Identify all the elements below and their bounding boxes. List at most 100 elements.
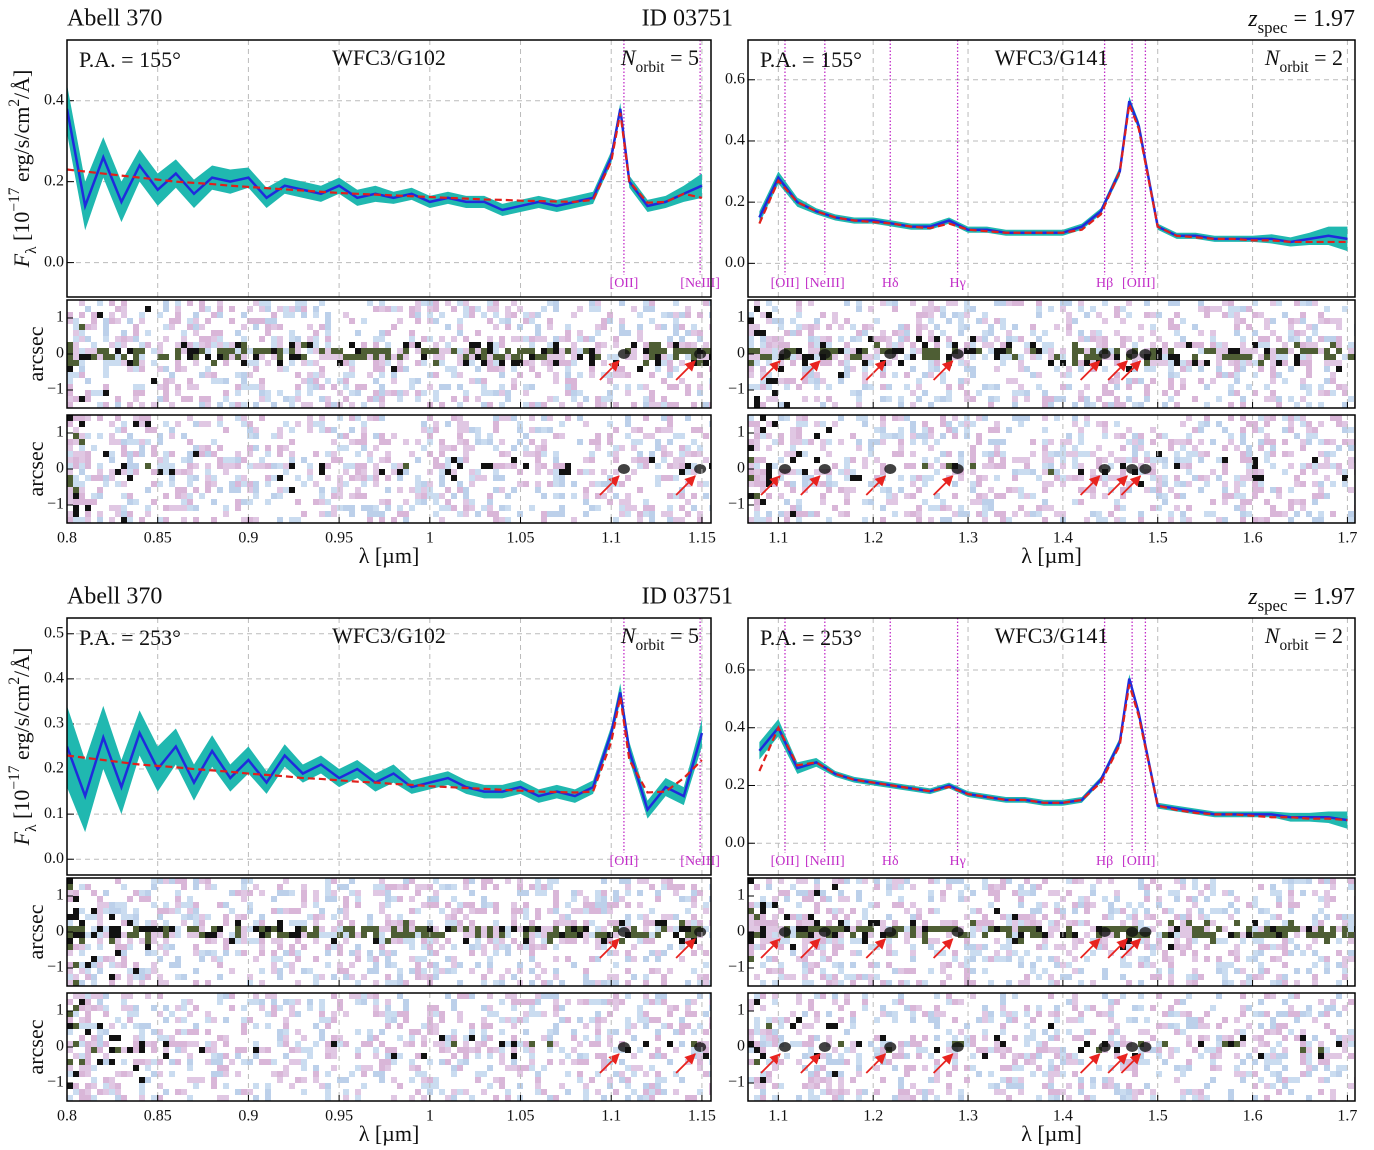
pixel	[97, 1047, 103, 1053]
pixel	[583, 396, 589, 402]
pixel	[529, 1005, 535, 1011]
pixel	[1084, 360, 1090, 366]
pixel	[283, 421, 289, 427]
pixel	[409, 1065, 415, 1071]
pixel	[151, 348, 157, 354]
pixel	[613, 402, 619, 408]
pixel	[808, 439, 814, 445]
pixel	[181, 1089, 187, 1095]
pixel	[916, 336, 922, 342]
pixel	[760, 354, 766, 360]
pixel	[85, 354, 91, 360]
pixel	[850, 487, 856, 493]
pixel	[355, 950, 361, 956]
pixel	[481, 1041, 487, 1047]
pixel	[553, 968, 559, 974]
pixel	[1078, 390, 1084, 396]
pixel	[493, 421, 499, 427]
pixel	[1168, 439, 1174, 445]
pixel	[1240, 505, 1246, 511]
pixel	[1318, 493, 1324, 499]
pixel	[67, 342, 73, 348]
pixel	[379, 360, 385, 366]
pixel	[487, 902, 493, 908]
pixel	[601, 318, 607, 324]
pixel	[1078, 427, 1084, 433]
pixel	[277, 336, 283, 342]
pixel	[211, 1059, 217, 1065]
pixel	[391, 378, 397, 384]
pixel	[415, 312, 421, 318]
pixel	[595, 1023, 601, 1029]
pixel	[703, 980, 709, 986]
pixel	[79, 481, 85, 487]
pixel	[940, 463, 946, 469]
pixel	[916, 324, 922, 330]
pixel	[163, 306, 169, 312]
pixel	[1318, 312, 1324, 318]
pixel	[1240, 336, 1246, 342]
pixel	[880, 396, 886, 402]
pixel	[637, 511, 643, 517]
pixel	[1120, 457, 1126, 463]
pixel	[904, 511, 910, 517]
pixel	[463, 1041, 469, 1047]
pixel	[361, 384, 367, 390]
pixel	[601, 980, 607, 986]
pixel	[667, 421, 673, 427]
pixel	[343, 312, 349, 318]
pixel	[439, 1035, 445, 1041]
pixel	[433, 348, 439, 354]
pixel	[673, 384, 679, 390]
pixel	[904, 415, 910, 421]
pixel	[361, 926, 367, 932]
pixel	[253, 493, 259, 499]
pixel	[163, 493, 169, 499]
pixel	[367, 517, 373, 523]
pixel	[517, 469, 523, 475]
pixel	[505, 505, 511, 511]
pixel	[331, 926, 337, 932]
pixel	[1336, 348, 1342, 354]
pixel	[247, 938, 253, 944]
pixel	[511, 463, 517, 469]
y-axis-label-part: F	[9, 253, 34, 268]
pixel	[199, 1077, 205, 1083]
pixel	[67, 445, 73, 451]
pixel	[661, 974, 667, 980]
pixel	[97, 1029, 103, 1035]
pixel	[337, 962, 343, 968]
pixel	[904, 324, 910, 330]
pixel	[1054, 366, 1060, 372]
pixel	[1054, 324, 1060, 330]
pixel	[685, 511, 691, 517]
pixel	[193, 517, 199, 523]
pixel	[637, 932, 643, 938]
pixel	[547, 348, 553, 354]
pixel	[850, 390, 856, 396]
pixel	[1192, 451, 1198, 457]
pixel	[403, 439, 409, 445]
pixel	[265, 300, 271, 306]
pixel	[1312, 342, 1318, 348]
pixel	[511, 1059, 517, 1065]
error-band	[67, 85, 702, 231]
y-tick-label: 0	[56, 460, 64, 477]
pixel	[361, 974, 367, 980]
pixel	[994, 475, 1000, 481]
pixel	[229, 1005, 235, 1011]
pixel	[1306, 433, 1312, 439]
pixel	[73, 318, 79, 324]
pixel	[655, 366, 661, 372]
pixel	[1078, 348, 1084, 354]
pixel	[856, 348, 862, 354]
pixel	[1330, 439, 1336, 445]
pixel	[559, 433, 565, 439]
pixel	[451, 962, 457, 968]
position-angle-part: P.A. = 155°	[79, 47, 181, 72]
pixel	[874, 354, 880, 360]
pixel	[748, 318, 754, 324]
pixel	[331, 1053, 337, 1059]
pixel	[601, 342, 607, 348]
pixel	[1276, 511, 1282, 517]
